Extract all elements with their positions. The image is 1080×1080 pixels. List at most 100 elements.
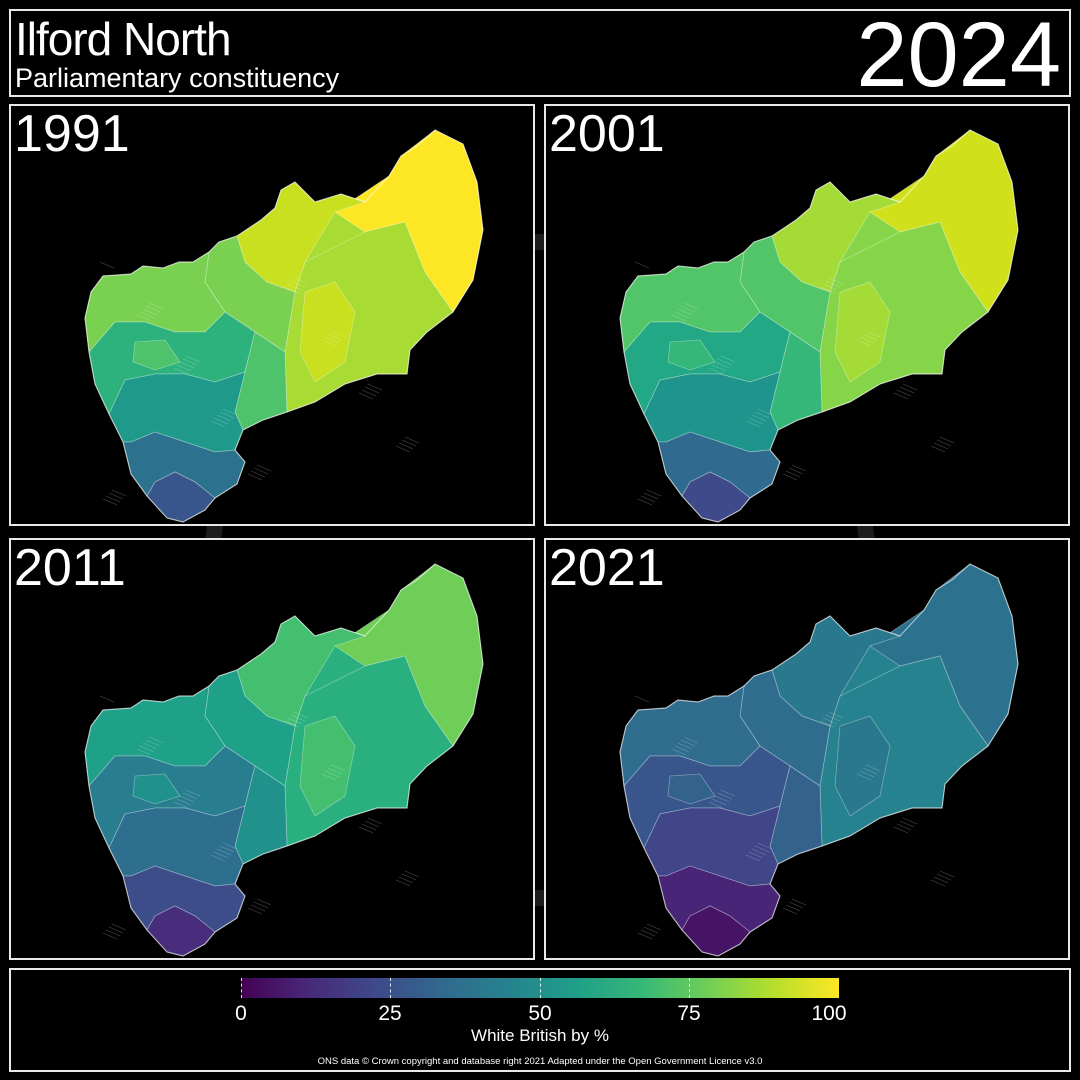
- output-area-boundary: [247, 907, 263, 915]
- output-area-boundary: [210, 854, 226, 862]
- scale-tick-label: 50: [528, 1002, 552, 1025]
- output-area-boundary: [754, 845, 770, 853]
- output-area-boundary: [933, 876, 949, 884]
- output-area-boundary: [674, 311, 690, 319]
- output-area-boundary: [936, 439, 952, 447]
- output-area-boundary: [939, 870, 955, 878]
- output-area-boundary: [899, 820, 915, 828]
- output-area-boundary: [145, 739, 161, 747]
- output-area-boundary: [720, 789, 736, 797]
- output-area-boundary: [293, 277, 309, 285]
- output-area-boundary: [210, 420, 226, 428]
- output-area-boundary: [893, 392, 909, 400]
- output-area-boundary: [105, 929, 121, 937]
- output-area-boundary: [216, 848, 232, 856]
- output-area-boundary: [643, 492, 659, 500]
- output-area-boundary: [250, 904, 266, 912]
- output-area-boundary: [173, 367, 189, 375]
- output-area-boundary: [896, 389, 912, 397]
- output-area-boundary: [250, 470, 266, 478]
- output-area-boundary: [287, 283, 303, 291]
- output-area-boundary: [865, 330, 881, 338]
- constituency-border: [619, 129, 1019, 523]
- output-area-boundary: [757, 842, 773, 850]
- output-area-boundary: [102, 498, 118, 506]
- page-title: Ilford North: [15, 13, 232, 65]
- output-area-boundary: [930, 445, 946, 453]
- output-area-boundary: [680, 739, 696, 747]
- output-area-boundary: [828, 277, 844, 285]
- output-area-boundary: [293, 711, 309, 719]
- output-area-boundary: [364, 386, 380, 394]
- output-area-boundary: [401, 873, 417, 881]
- output-area-boundary: [785, 470, 801, 478]
- legend-title: White British by %: [471, 1026, 609, 1045]
- output-area-boundary: [182, 358, 198, 366]
- output-area-boundary: [788, 901, 804, 909]
- map-region: [667, 773, 716, 805]
- scale-tick: [689, 978, 690, 998]
- scale-tick: [540, 978, 541, 998]
- output-area-boundary: [185, 789, 201, 797]
- output-area-boundary: [785, 904, 801, 912]
- output-area-boundary: [330, 764, 346, 772]
- output-area-boundary: [819, 720, 835, 728]
- output-area-boundary: [782, 473, 798, 481]
- output-area-boundary: [253, 467, 269, 475]
- map-region: [299, 281, 356, 383]
- output-area-boundary: [708, 367, 724, 375]
- output-area-boundary: [105, 495, 121, 503]
- page-subtitle: Parliamentary constituency: [15, 63, 340, 93]
- output-area-boundary: [893, 826, 909, 834]
- output-area-boundary: [404, 870, 420, 878]
- output-area-boundary: [825, 714, 841, 722]
- output-area-boundary: [822, 283, 838, 291]
- output-area-boundary: [179, 795, 195, 803]
- output-area-boundary: [637, 498, 653, 506]
- output-area-boundary: [748, 417, 764, 425]
- output-area-boundary: [828, 711, 844, 719]
- output-area-boundary: [367, 817, 383, 825]
- output-area-boundary: [825, 280, 841, 288]
- output-area-boundary: [395, 879, 411, 887]
- output-area-boundary: [717, 792, 733, 800]
- output-area-boundary: [256, 464, 272, 472]
- output-area-boundary: [148, 736, 164, 744]
- output-area-boundary: [111, 923, 127, 931]
- output-area-boundary: [933, 442, 949, 450]
- output-area-boundary: [859, 336, 875, 344]
- output-area-boundary: [219, 845, 235, 853]
- output-area-boundary: [136, 748, 152, 756]
- output-area-boundary: [717, 358, 733, 366]
- output-area-boundary: [640, 929, 656, 937]
- output-area-boundary: [677, 308, 693, 316]
- output-area-boundary: [646, 489, 662, 497]
- output-area-boundary: [754, 411, 770, 419]
- output-area-boundary: [253, 901, 269, 909]
- output-area-boundary: [896, 823, 912, 831]
- output-area-boundary: [213, 851, 229, 859]
- map-region: [132, 773, 181, 805]
- output-area-boundary: [822, 717, 838, 725]
- output-area-boundary: [671, 748, 687, 756]
- output-area-boundary: [708, 801, 724, 809]
- output-area-boundary: [677, 742, 693, 750]
- map-panel-1991: 1991: [9, 104, 535, 526]
- output-area-boundary: [139, 311, 155, 319]
- output-area-boundary: [791, 464, 807, 472]
- output-area-boundary: [643, 926, 659, 934]
- output-area-boundary: [327, 333, 343, 341]
- output-area-boundary: [856, 773, 872, 781]
- output-area-boundary: [99, 261, 115, 269]
- output-area-boundary: [782, 907, 798, 915]
- output-area-boundary: [939, 436, 955, 444]
- output-area-boundary: [219, 411, 235, 419]
- output-area-boundary: [859, 770, 875, 778]
- output-area-boundary: [176, 798, 192, 806]
- output-area-boundary: [142, 308, 158, 316]
- output-area-boundary: [751, 848, 767, 856]
- output-area-boundary: [364, 820, 380, 828]
- output-area-boundary: [321, 773, 337, 781]
- output-area-boundary: [216, 414, 232, 422]
- map-panel-2011: 2011: [9, 538, 535, 960]
